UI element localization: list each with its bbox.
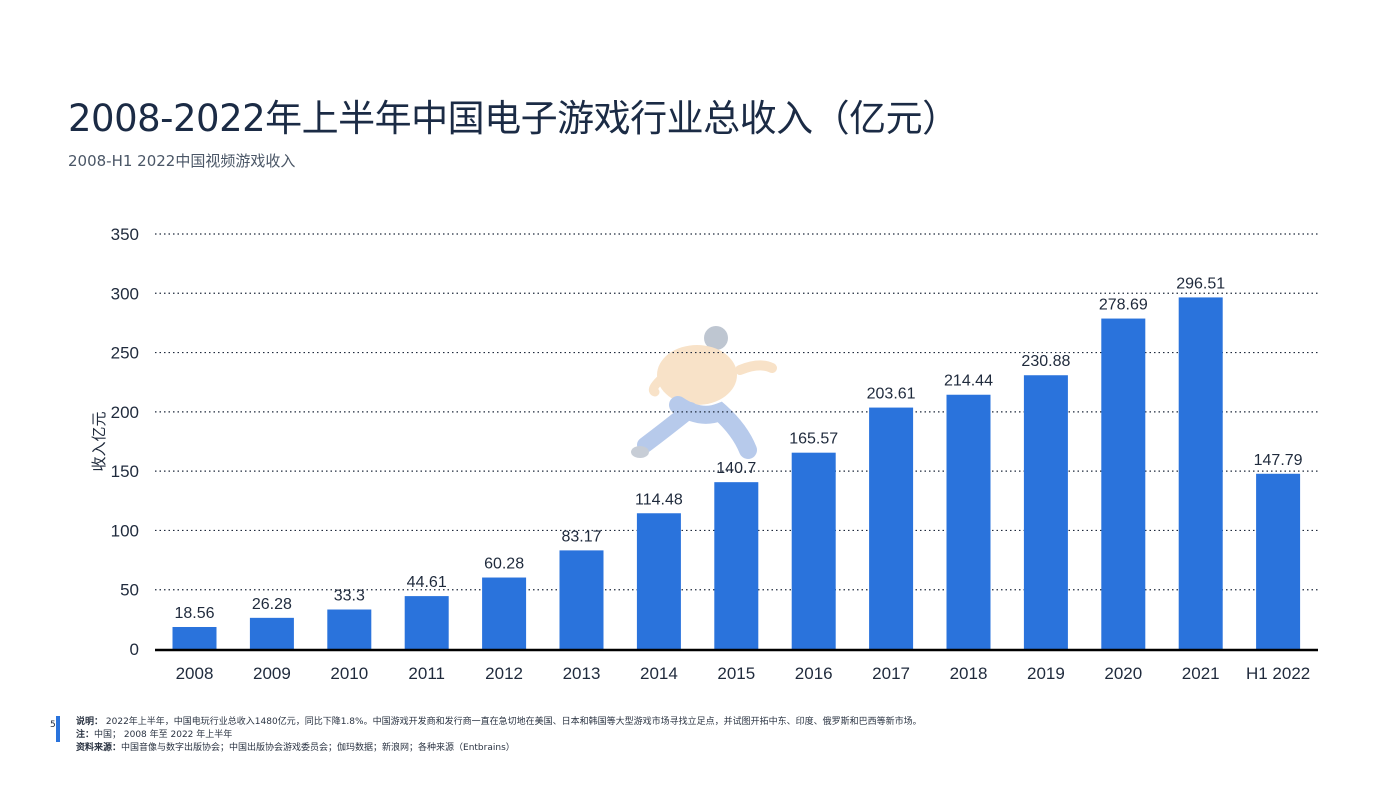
bars (172, 297, 1301, 649)
value-label: 296.51 (1176, 275, 1225, 292)
page-subtitle: 2008-H1 2022中国视频游戏收入 (68, 152, 296, 170)
y-axis-ticks: 0 50 100 150 200 250 300 350 (111, 225, 139, 659)
y-tick-label: 300 (111, 284, 139, 303)
page-number: 5 (50, 720, 56, 730)
bar (1256, 473, 1301, 649)
bar (791, 452, 836, 649)
x-tick-label: 2011 (408, 664, 445, 683)
x-tick-label: 2018 (950, 664, 988, 683)
bar (404, 596, 449, 649)
value-label: 214.44 (944, 373, 993, 390)
bar (1101, 318, 1146, 649)
running-person-illustration (631, 326, 777, 459)
value-label: 147.79 (1254, 452, 1303, 469)
x-tick-label: 2020 (1104, 664, 1142, 683)
gridlines (155, 233, 1318, 591)
scope-text: 中国； 2008 年至 2022 年上半年 (94, 730, 233, 740)
bar-chart: 0 50 100 150 200 250 300 350 收入亿元 18.56 26.28 33.… (90, 225, 1318, 683)
bar (1023, 375, 1068, 649)
scope-label: 注： (76, 730, 95, 740)
bar (482, 577, 527, 649)
x-axis-labels: 2008 2009 2010 2011 2012 2013 2014 2015 2016 2017… (176, 664, 1311, 683)
x-tick-label: 2015 (717, 664, 755, 683)
y-tick-label: 100 (111, 521, 139, 540)
page-title: 2008-2022年上半年中国电子游戏行业总收入（亿元） (68, 97, 959, 140)
value-label: 18.56 (174, 605, 214, 622)
x-tick-label: 2021 (1182, 664, 1220, 683)
x-tick-label: H1 2022 (1246, 664, 1310, 683)
bar (327, 609, 372, 649)
bar (559, 550, 604, 649)
value-label: 278.69 (1099, 297, 1148, 314)
x-tick-label: 2008 (176, 664, 214, 683)
bar (249, 617, 294, 649)
bar (869, 407, 914, 649)
value-label: 165.57 (789, 431, 838, 448)
x-tick-label: 2010 (330, 664, 368, 683)
value-label: 230.88 (1021, 353, 1070, 370)
bar (1178, 297, 1223, 649)
value-label: 114.48 (635, 491, 683, 508)
x-tick-label: 2019 (1027, 664, 1065, 683)
x-tick-label: 2016 (795, 664, 833, 683)
value-label: 203.61 (867, 386, 916, 403)
footer-scope-line: 注：中国； 2008 年至 2022 年上半年 (60, 729, 1360, 742)
y-tick-label: 350 (111, 225, 139, 244)
y-tick-label: 150 (111, 462, 139, 481)
y-tick-label: 50 (120, 581, 139, 600)
value-label: 60.28 (484, 556, 524, 573)
bar (946, 394, 991, 649)
bar (636, 513, 681, 649)
value-label: 26.28 (252, 596, 292, 613)
x-tick-label: 2017 (872, 664, 910, 683)
value-label: 44.61 (407, 574, 447, 591)
y-tick-label: 0 (130, 640, 139, 659)
x-tick-label: 2009 (253, 664, 291, 683)
x-tick-label: 2012 (485, 664, 523, 683)
note-text: 2022年上半年，中国电玩行业总收入1480亿元，同比下降1.8%。中国游戏开发… (105, 717, 922, 727)
x-tick-label: 2014 (640, 664, 678, 683)
footer-source-line: 资料来源：中国音像与数字出版协会；中国出版协会游戏委员会；伽玛数据；新浪网；各种… (60, 742, 1360, 755)
footer-note-line: 说明： 2022年上半年，中国电玩行业总收入1480亿元，同比下降1.8%。中国… (60, 716, 1360, 729)
y-axis-label: 收入亿元 (90, 411, 108, 471)
footer-notes: 5 说明： 2022年上半年，中国电玩行业总收入1480亿元，同比下降1.8%。… (50, 716, 1360, 755)
note-label: 说明： (76, 717, 104, 727)
x-tick-label: 2013 (563, 664, 601, 683)
source-text: 中国音像与数字出版协会；中国出版协会游戏委员会；伽玛数据；新浪网；各种来源（En… (121, 743, 515, 753)
bar (714, 482, 759, 649)
source-label: 资料来源： (76, 743, 122, 753)
value-label: 140.7 (716, 460, 756, 477)
footer-accent-bar (56, 716, 60, 742)
bar (172, 626, 217, 649)
value-label: 83.17 (561, 528, 601, 545)
y-tick-label: 200 (111, 403, 139, 422)
value-labels: 18.56 26.28 33.3 44.61 60.28 83.17 114.48 140.7… (174, 275, 1302, 622)
y-tick-label: 250 (111, 344, 139, 363)
value-label: 33.3 (334, 588, 365, 605)
